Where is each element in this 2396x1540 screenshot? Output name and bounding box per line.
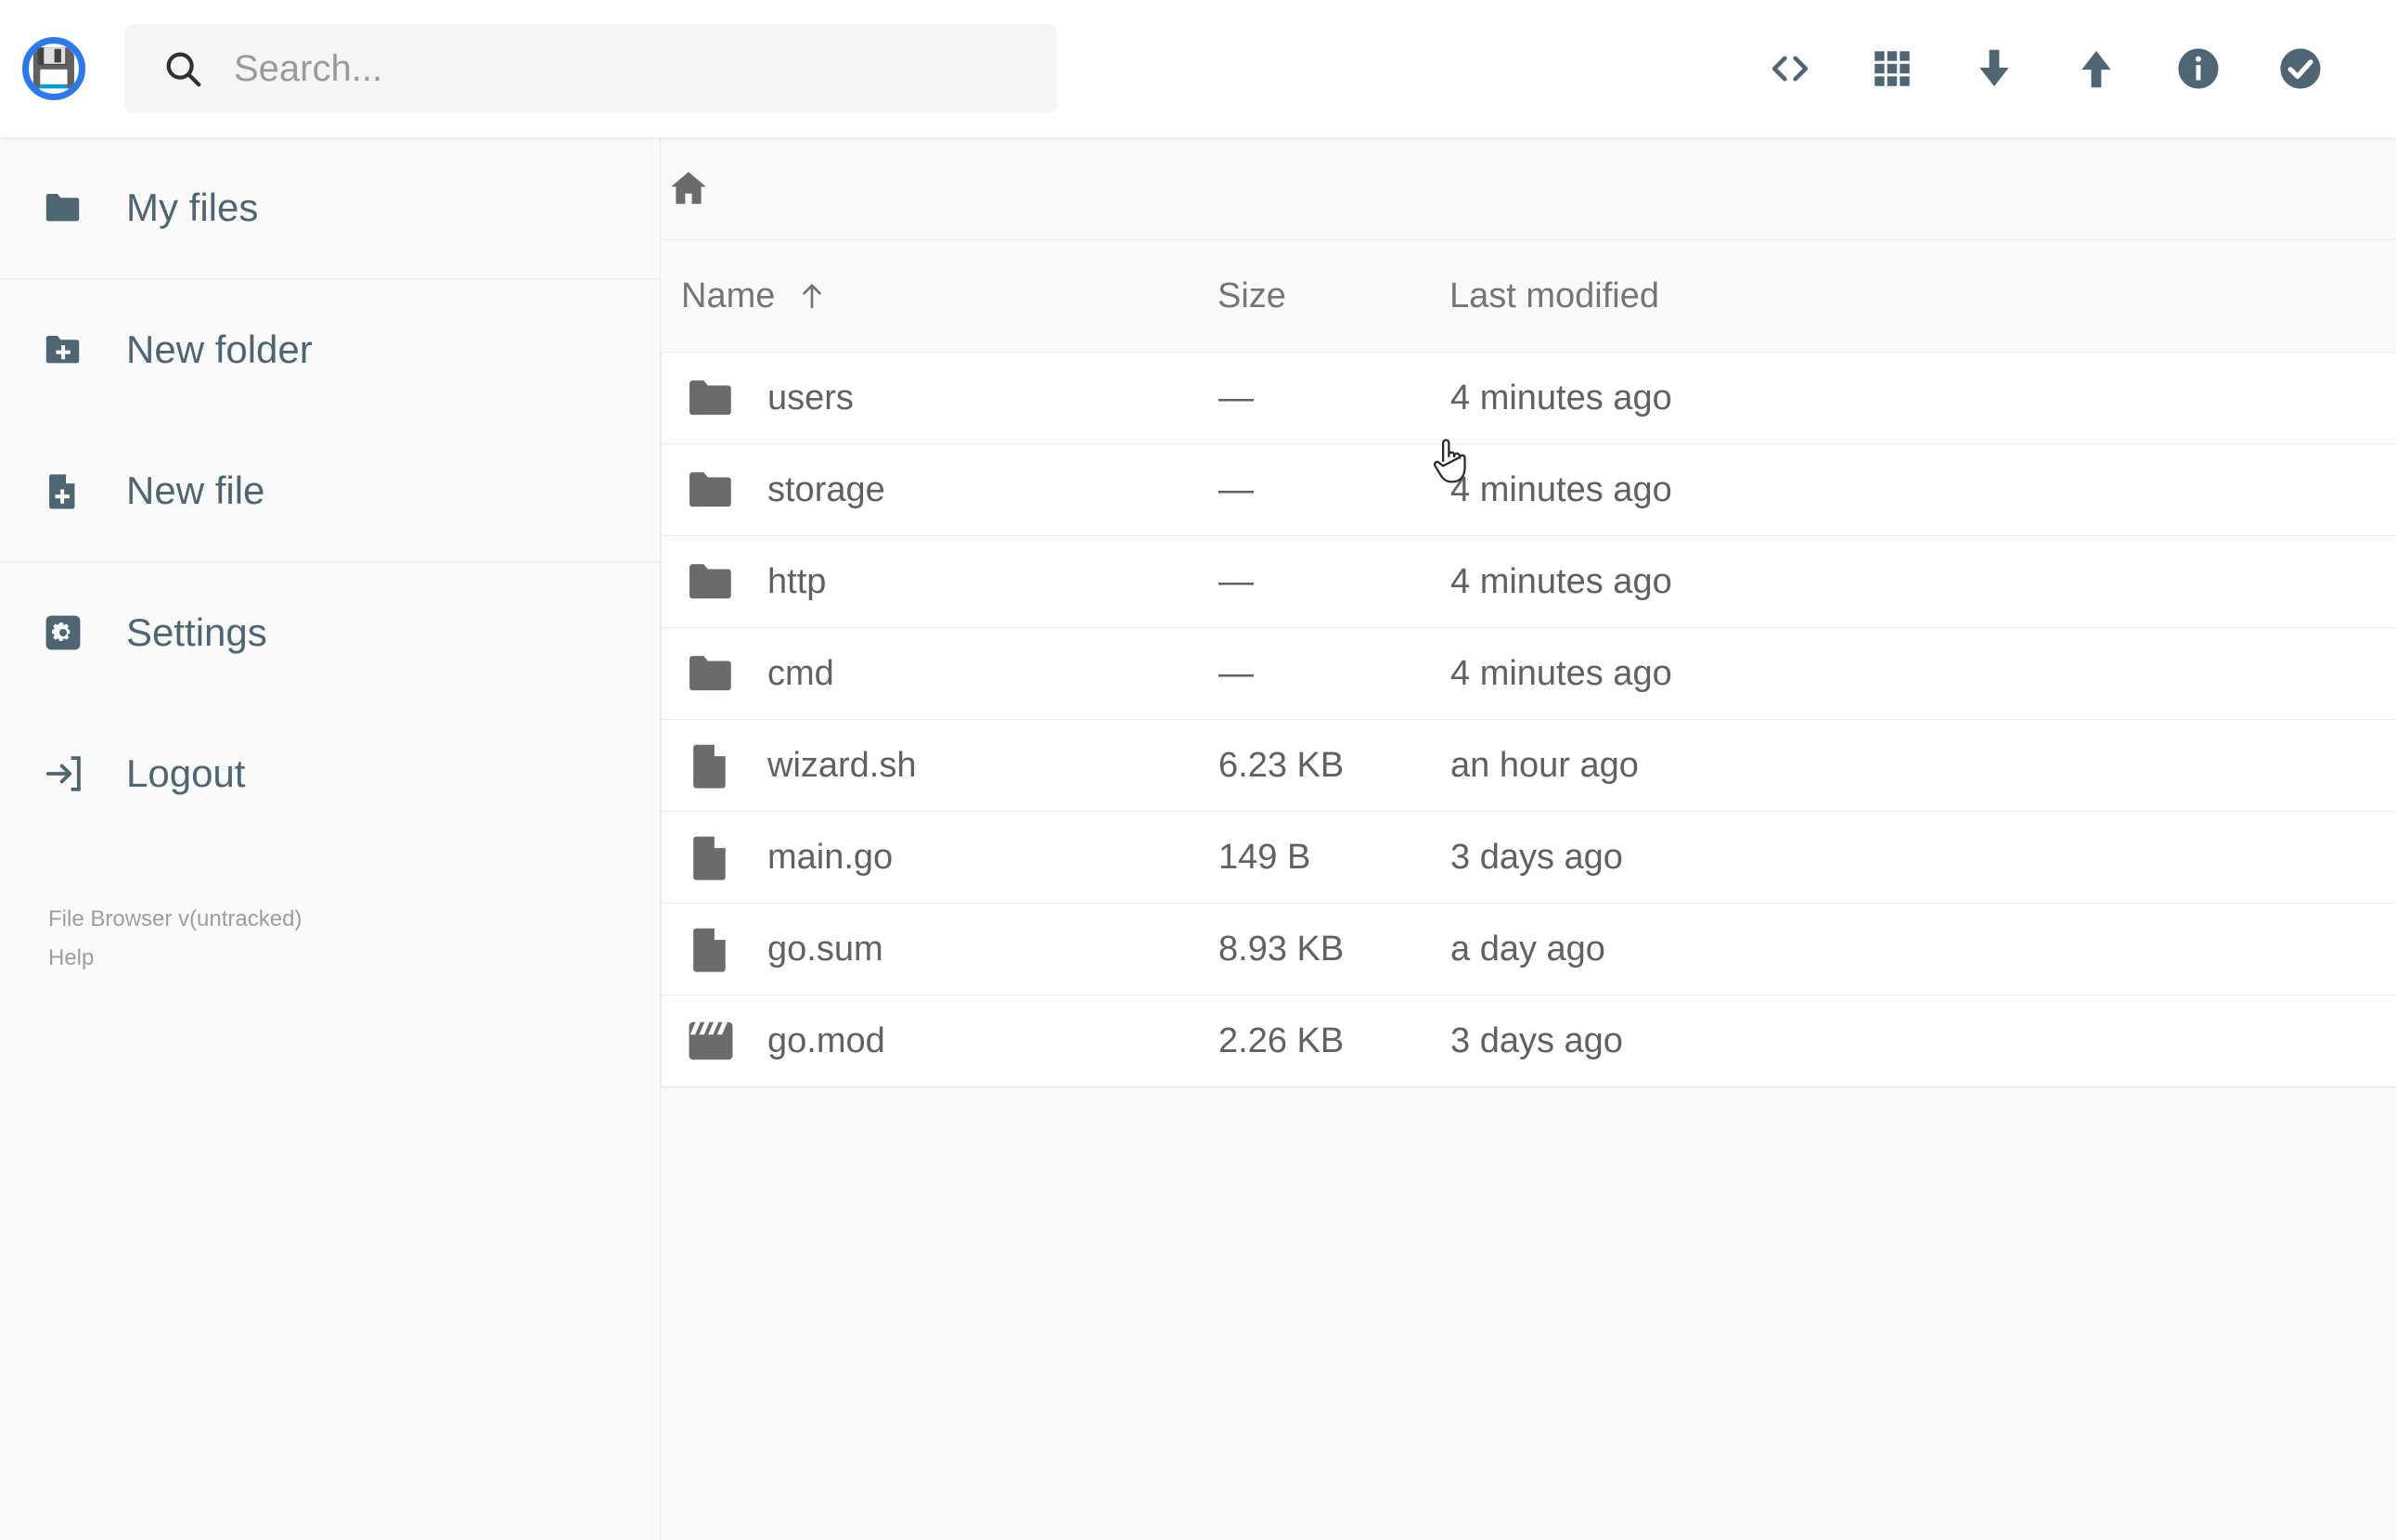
sidebar: My files New folder — [0, 137, 661, 1540]
app-version: File Browser v(untracked) — [48, 906, 303, 931]
file-modified: 4 minutes ago — [1450, 653, 1672, 693]
sidebar-item-label: New folder — [126, 327, 313, 371]
download-icon[interactable] — [1943, 18, 2045, 120]
file-name: storage — [767, 469, 885, 509]
sidebar-item-new-folder[interactable]: New folder — [0, 279, 660, 420]
breadcrumb — [661, 137, 2396, 239]
table-row[interactable]: users — 4 minutes ago — [662, 353, 2396, 444]
table-row[interactable]: wizard.sh 6.23 KB an hour ago — [662, 720, 2396, 812]
file-modified: a day ago — [1450, 929, 1605, 969]
file-modified: an hour ago — [1450, 745, 1639, 785]
file-modified: 3 days ago — [1450, 837, 1623, 877]
folder-icon — [682, 553, 740, 610]
folder-plus-icon — [41, 327, 85, 372]
sidebar-item-new-file[interactable]: New file — [0, 420, 660, 561]
file-modified: 4 minutes ago — [1450, 378, 1672, 417]
column-header-name[interactable]: Name — [681, 276, 1217, 316]
upload-icon[interactable] — [2045, 18, 2147, 120]
column-header-modified[interactable]: Last modified — [1449, 276, 1660, 315]
code-icon[interactable] — [1739, 18, 1841, 120]
file-size: 6.23 KB — [1218, 745, 1345, 785]
file-name: users — [767, 378, 854, 417]
sidebar-item-settings[interactable]: Settings — [0, 562, 660, 703]
sidebar-item-label: My files — [126, 186, 259, 229]
table-row[interactable]: go.mod 2.26 KB 3 days ago — [662, 995, 2396, 1087]
file-name: main.go — [767, 837, 894, 877]
column-header-name-label: Name — [681, 276, 776, 315]
arrow-up-icon — [795, 279, 829, 313]
sidebar-item-label: New file — [126, 468, 265, 512]
table-row[interactable]: cmd — 4 minutes ago — [662, 628, 2396, 720]
file-modified: 3 days ago — [1450, 1020, 1623, 1060]
table-row[interactable]: storage — 4 minutes ago — [662, 444, 2396, 536]
file-listing: Name Size Last modified users — 4 minutes … — [661, 239, 2396, 1088]
grid-view-icon[interactable] — [1841, 18, 1943, 120]
file-name: go.sum — [767, 929, 883, 969]
folder-icon — [682, 645, 740, 702]
select-all-icon[interactable] — [2249, 18, 2351, 120]
app-header: 💾 — [0, 0, 2396, 137]
file-size: 2.26 KB — [1218, 1020, 1345, 1060]
file-name: cmd — [767, 653, 834, 693]
info-icon[interactable] — [2147, 18, 2249, 120]
file-icon — [682, 828, 740, 886]
file-name: http — [767, 561, 827, 601]
search-icon — [161, 47, 204, 90]
home-icon[interactable] — [661, 160, 716, 216]
folder-icon — [682, 461, 740, 519]
header-toolbar — [1739, 0, 2351, 137]
folder-icon — [41, 186, 85, 230]
table-row[interactable]: go.sum 8.93 KB a day ago — [662, 904, 2396, 995]
sidebar-group-create: New folder New file — [0, 279, 660, 562]
listing-column-headers: Name Size Last modified — [661, 240, 2396, 352]
column-header-size[interactable]: Size — [1217, 276, 1286, 315]
gear-icon — [41, 610, 85, 655]
file-name: wizard.sh — [767, 745, 917, 785]
file-modified: 4 minutes ago — [1450, 561, 1672, 601]
table-row[interactable]: main.go 149 B 3 days ago — [662, 812, 2396, 904]
floppy-disk-logo[interactable]: 💾 — [22, 37, 85, 100]
main-content: Name Size Last modified users — 4 minutes … — [661, 137, 2396, 1540]
table-row[interactable]: http — 4 minutes ago — [662, 536, 2396, 628]
file-size: — — [1218, 653, 1254, 693]
sidebar-group-account: Settings Logout — [0, 562, 660, 844]
file-icon — [682, 920, 740, 978]
file-icon — [682, 737, 740, 794]
file-plus-icon — [41, 468, 85, 513]
sidebar-group-files: My files — [0, 137, 660, 279]
folder-icon — [682, 369, 740, 427]
file-size: 8.93 KB — [1218, 929, 1345, 969]
file-size: 149 B — [1218, 837, 1311, 877]
search-bar[interactable] — [124, 24, 1057, 113]
file-rows: users — 4 minutes ago storage — 4 minutes ago… — [661, 352, 2396, 1088]
sidebar-item-label: Settings — [126, 610, 267, 654]
file-size: — — [1218, 469, 1254, 509]
file-size: — — [1218, 378, 1254, 417]
sidebar-item-my-files[interactable]: My files — [0, 137, 660, 278]
sidebar-footer: File Browser v(untracked) Help — [0, 844, 660, 978]
file-size: — — [1218, 561, 1254, 601]
file-modified: 4 minutes ago — [1450, 469, 1672, 509]
movie-icon — [682, 1012, 740, 1070]
sidebar-item-logout[interactable]: Logout — [0, 703, 660, 844]
logout-icon — [41, 751, 85, 796]
file-name: go.mod — [767, 1020, 885, 1060]
sidebar-item-label: Logout — [126, 751, 246, 795]
floppy-disk-glyph: 💾 — [31, 48, 77, 89]
help-link[interactable]: Help — [48, 945, 95, 970]
search-input[interactable] — [234, 47, 995, 90]
